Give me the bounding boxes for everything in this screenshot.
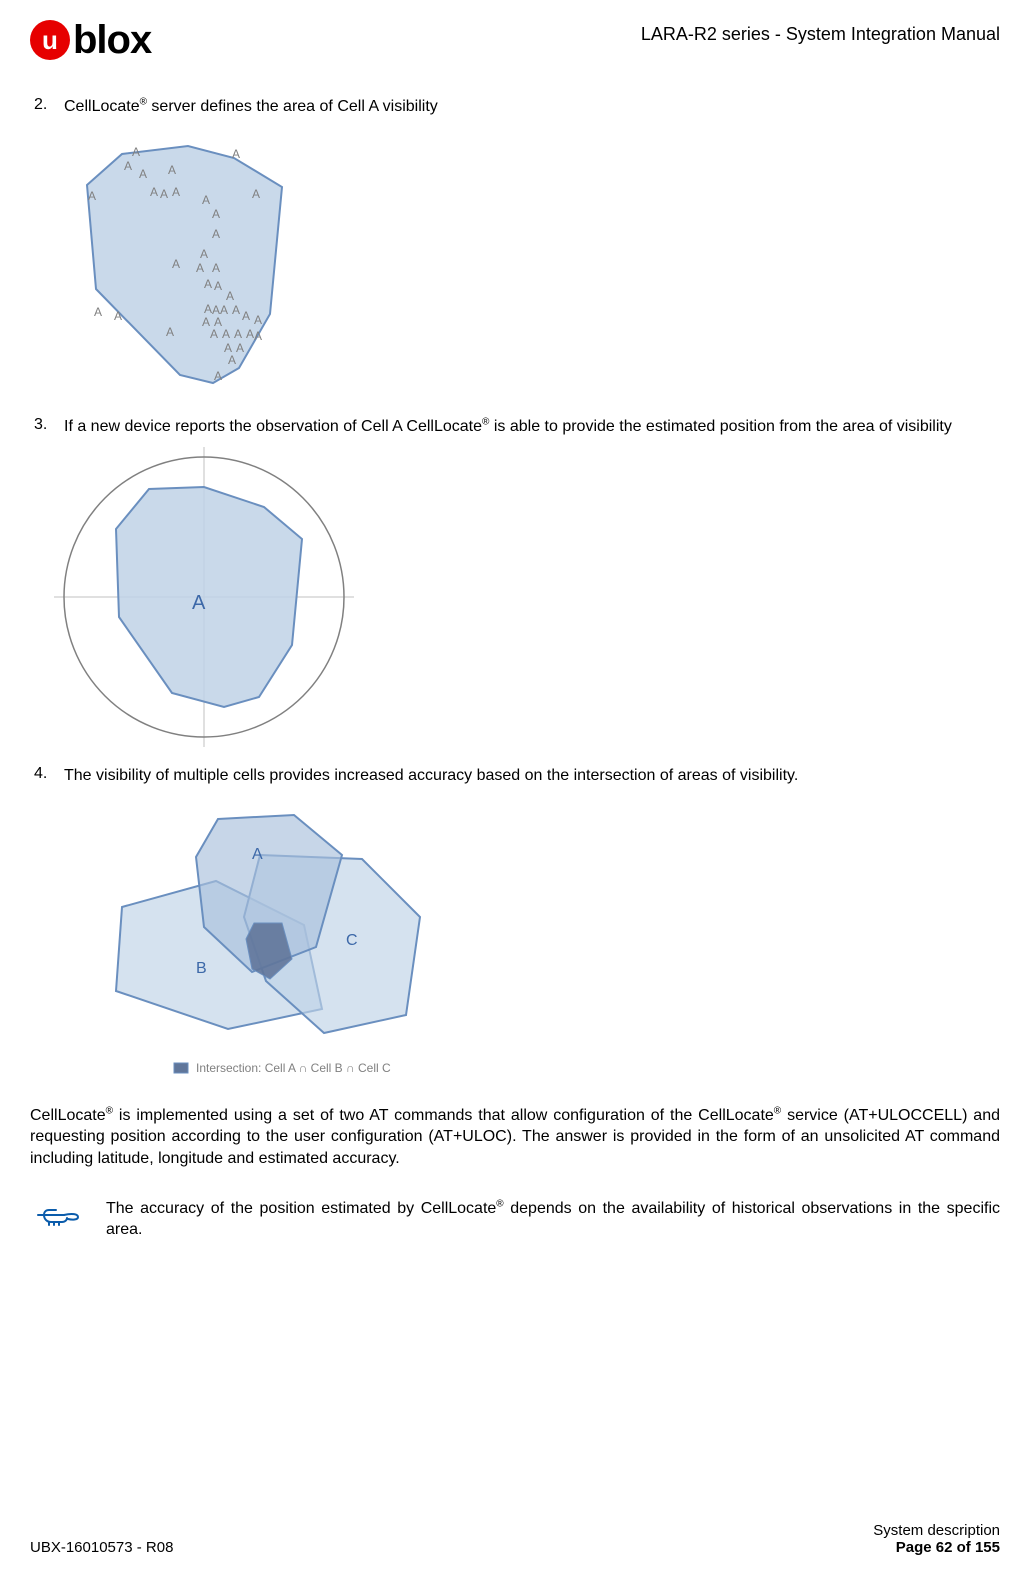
svg-text:A: A	[124, 159, 132, 173]
figure-intersection: A B C Intersection: Cell A ∩ Cell B ∩ Cell …	[94, 797, 1000, 1087]
svg-text:A: A	[166, 325, 174, 339]
svg-text:A: A	[246, 327, 254, 341]
page-header: u blox LARA-R2 series - System Integrati…	[30, 20, 1000, 60]
svg-text:A: A	[192, 592, 206, 614]
list-text: The visibility of multiple cells provide…	[64, 765, 1000, 787]
svg-text:A: A	[222, 327, 230, 341]
svg-text:A: A	[132, 145, 140, 159]
list-text: CellLocate® server defines the area of C…	[64, 96, 1000, 118]
svg-text:A: A	[150, 185, 158, 199]
svg-text:A: A	[252, 187, 260, 201]
svg-text:A: A	[252, 846, 263, 863]
list-item-3: 3. If a new device reports the observati…	[30, 416, 1000, 438]
text: is able to provide the estimated positio…	[489, 418, 951, 435]
svg-text:A: A	[212, 227, 220, 241]
svg-text:A: A	[212, 261, 220, 275]
text: of 155	[952, 1539, 1000, 1556]
registered-mark: ®	[496, 1198, 503, 1209]
svg-text:A: A	[204, 302, 212, 316]
svg-text:A: A	[210, 327, 218, 341]
svg-text:Intersection: Cell A ∩ Cell B: Intersection: Cell A ∩ Cell B ∩ Cell C	[196, 1061, 391, 1075]
svg-text:A: A	[172, 257, 180, 271]
footer-page-number: Page 62 of 155	[873, 1539, 1000, 1556]
text: CellLocate	[30, 1107, 106, 1124]
svg-text:A: A	[160, 187, 168, 201]
svg-text:A: A	[196, 261, 204, 275]
svg-text:A: A	[204, 277, 212, 291]
logo-mark: u	[30, 20, 70, 60]
list-item-4: 4. The visibility of multiple cells prov…	[30, 765, 1000, 787]
text: is implemented using a set of two AT com…	[113, 1107, 774, 1124]
registered-mark: ®	[140, 97, 147, 108]
svg-text:A: A	[226, 289, 234, 303]
svg-text:A: A	[254, 313, 262, 327]
svg-text:A: A	[172, 185, 180, 199]
figure-cell-a-visibility: AAAAAAAAAAAAAAAAAAAAAAAAAAAAAAAAAAAAAAAA	[54, 128, 1000, 400]
footer-doc-id: UBX-16010573 - R08	[30, 1539, 173, 1556]
text: server defines the area of Cell A visibi…	[147, 98, 438, 115]
svg-text:A: A	[254, 329, 262, 343]
svg-text:A: A	[214, 279, 222, 293]
text: If a new device reports the observation …	[64, 418, 482, 435]
svg-text:A: A	[139, 167, 147, 181]
svg-text:A: A	[168, 163, 176, 177]
text: Page	[896, 1539, 936, 1556]
page-footer: UBX-16010573 - R08 System description Pa…	[30, 1522, 1000, 1556]
text: 62	[936, 1539, 953, 1556]
list-number: 4.	[30, 765, 64, 787]
doc-title: LARA-R2 series - System Integration Manu…	[641, 24, 1000, 45]
figure-estimated-position: A	[54, 447, 1000, 749]
svg-text:A: A	[212, 207, 220, 221]
note: The accuracy of the position estimated b…	[30, 1198, 1000, 1241]
footer-section: System description	[873, 1522, 1000, 1539]
text: CellLocate	[64, 98, 140, 115]
svg-text:A: A	[94, 305, 102, 319]
figure-svg: AAAAAAAAAAAAAAAAAAAAAAAAAAAAAAAAAAAAAAAA	[54, 128, 314, 400]
svg-text:A: A	[232, 147, 240, 161]
svg-text:A: A	[234, 327, 242, 341]
list-number: 2.	[30, 96, 64, 118]
logo-text: blox	[73, 20, 151, 60]
text: The accuracy of the position estimated b…	[106, 1200, 496, 1217]
svg-text:B: B	[196, 960, 207, 977]
svg-text:A: A	[214, 369, 222, 383]
list-text: If a new device reports the observation …	[64, 416, 1000, 438]
svg-text:A: A	[202, 193, 210, 207]
logo: u blox	[30, 20, 151, 60]
list-item-2: 2. CellLocate® server defines the area o…	[30, 96, 1000, 118]
note-text: The accuracy of the position estimated b…	[106, 1198, 1000, 1241]
svg-text:A: A	[202, 315, 210, 329]
pointing-hand-icon	[30, 1198, 106, 1235]
body-paragraph: CellLocate® is implemented using a set o…	[30, 1105, 1000, 1170]
svg-text:A: A	[200, 247, 208, 261]
svg-text:A: A	[232, 303, 240, 317]
registered-mark: ®	[106, 1105, 113, 1116]
svg-text:C: C	[346, 932, 358, 949]
list-number: 3.	[30, 416, 64, 438]
figure-svg: A	[54, 447, 354, 749]
svg-text:A: A	[236, 341, 244, 355]
svg-text:A: A	[228, 353, 236, 367]
svg-text:A: A	[114, 309, 122, 323]
svg-text:A: A	[88, 189, 96, 203]
figure-svg: A B C Intersection: Cell A ∩ Cell B ∩ Cell …	[94, 797, 454, 1087]
svg-text:A: A	[242, 309, 250, 323]
